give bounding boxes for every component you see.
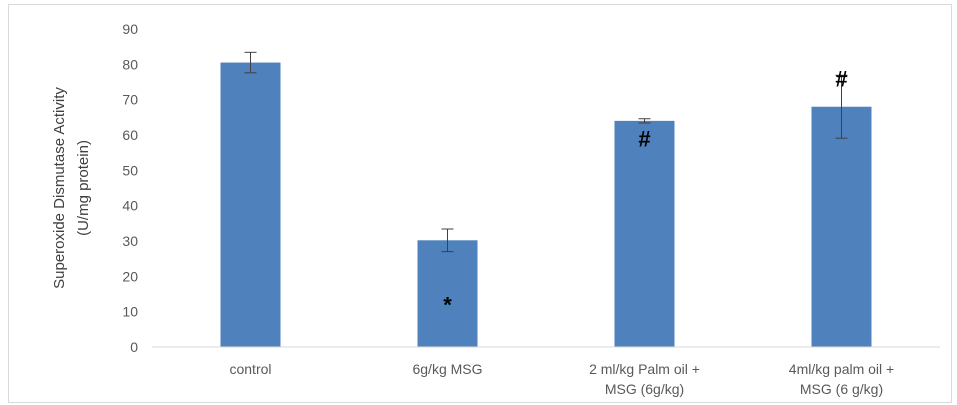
y-tick-label: 60 [122,127,138,143]
significance-marker: # [638,127,650,152]
x-category-label: MSG (6g/kg) [605,381,684,397]
x-category-label: 2 ml/kg Palm oil + [589,361,700,377]
y-tick-label: 30 [122,233,138,249]
y-tick-label: 50 [122,162,138,178]
significance-marker: # [835,66,847,91]
x-axis: control 6g/kg MSG 2 ml/kg Palm oil + MSG (6… [152,347,940,397]
y-tick-label: 10 [122,304,138,320]
y-tick-label: 0 [130,339,138,355]
bar [615,121,675,347]
y-tick-label: 20 [122,268,138,284]
x-category-label: 4ml/kg palm oil + [789,361,894,377]
y-tick-label: 90 [122,21,138,37]
bar [812,107,872,347]
y-axis: 0 10 20 30 40 50 60 70 80 90 [122,21,138,355]
x-category-label: 6g/kg MSG [412,361,482,377]
bars: * # # [221,52,872,347]
y-tick-label: 40 [122,198,138,214]
y-axis-label-line: (U/mg protein) [75,140,92,236]
x-category-label: MSG (6 g/kg) [800,381,883,397]
bar [221,63,281,347]
y-tick-label: 80 [122,56,138,72]
y-tick-label: 70 [122,92,138,108]
y-axis-label-line: Superoxide Dismutase Activity [51,87,68,289]
significance-marker: * [443,293,452,318]
x-category-label: control [229,361,271,377]
